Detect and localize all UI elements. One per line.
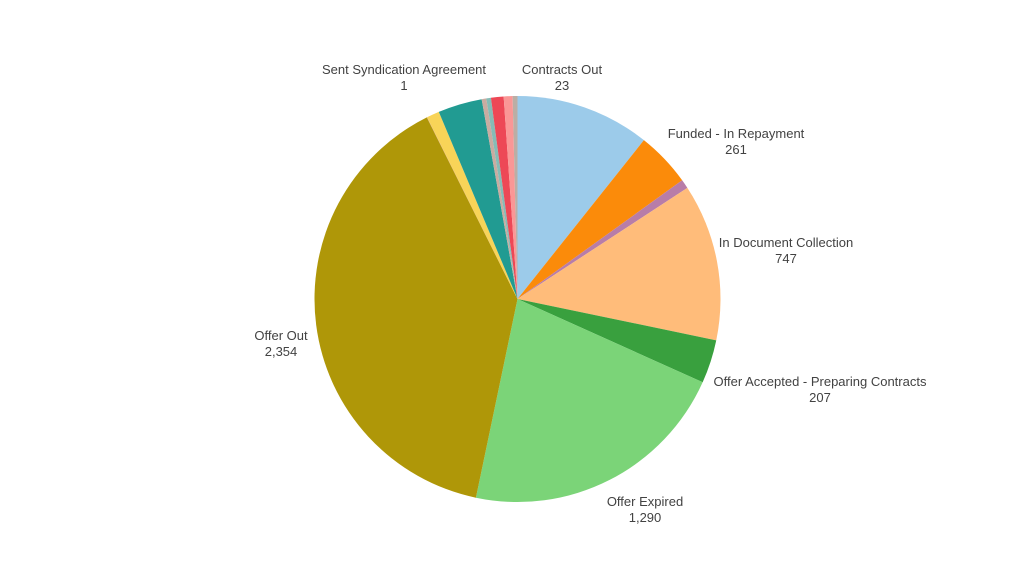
pie-slice-unlabeled-11[interactable]	[486, 97, 518, 299]
pie-slice-offer-out[interactable]	[314, 117, 518, 498]
pie-slice-in-document-collection[interactable]	[517, 187, 721, 341]
pie-slice-unlabeled-2[interactable]	[517, 180, 688, 299]
pie-slice-offer-accepted-preparing-contracts[interactable]	[517, 299, 717, 383]
pie-slice-unlabeled-12[interactable]	[490, 96, 518, 299]
pie-slice-offer-expired[interactable]	[475, 299, 703, 502]
pie-slice-unlabeled-9[interactable]	[438, 99, 518, 299]
pie-slice-unlabeled-13[interactable]	[503, 96, 518, 299]
pie-slice-funded-in-repayment[interactable]	[517, 140, 683, 299]
pie-slice-sent-syndication-agreement[interactable]	[426, 117, 518, 299]
pie-slice-unlabeled-10[interactable]	[481, 98, 518, 299]
pie-slice-contracts-out[interactable]	[512, 96, 518, 299]
pie-slice-unlabeled-8[interactable]	[427, 111, 518, 300]
pie-slice-unlabeled-0[interactable]	[517, 95, 644, 299]
